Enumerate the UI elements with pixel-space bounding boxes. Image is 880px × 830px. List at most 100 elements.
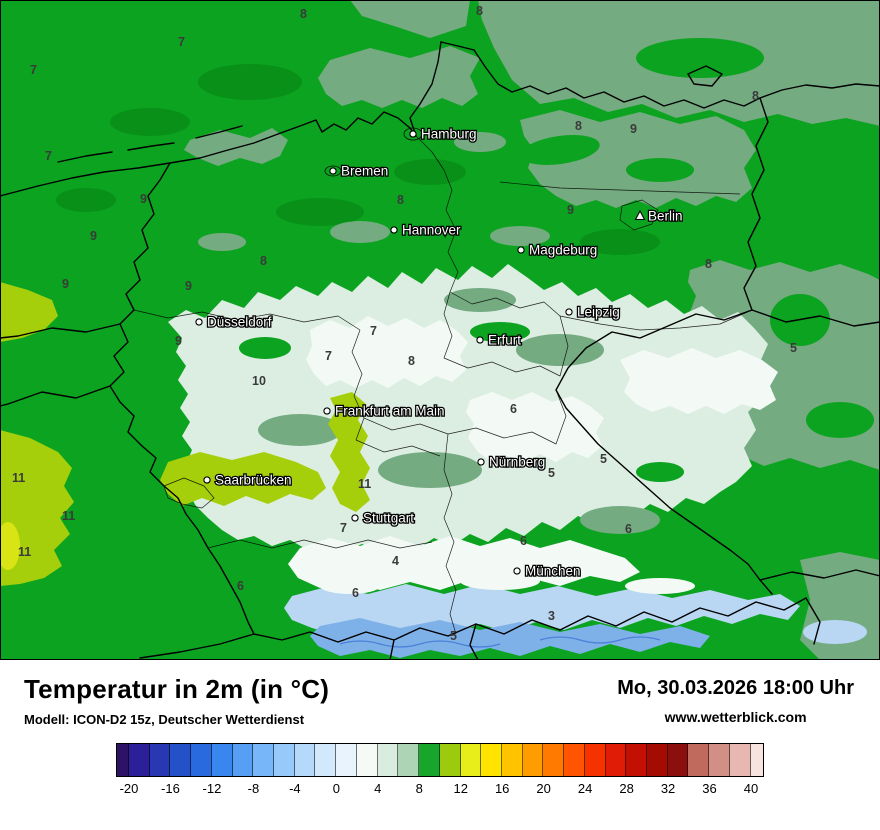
city-label-saarbr-cken: Saarbrücken — [215, 473, 292, 488]
temp-value-label: 8 — [397, 193, 404, 207]
temp-value-label: 11 — [62, 509, 75, 523]
city-label-bremen: Bremen — [341, 164, 388, 179]
temp-value-label: 9 — [175, 334, 182, 348]
colorbar-tick-label: 16 — [494, 781, 510, 796]
colorbar-cell — [356, 744, 378, 776]
temp-value-label: 7 — [178, 35, 185, 49]
colorbar-cell — [377, 744, 399, 776]
colorbar-cell — [117, 744, 129, 776]
czech-border — [555, 309, 773, 595]
colorbar-cell — [709, 744, 730, 776]
baltic-coastline — [473, 49, 880, 109]
colorbar-cell — [460, 744, 482, 776]
colorbar-cell — [584, 744, 606, 776]
western-border — [109, 162, 255, 635]
temp-value-label: 5 — [790, 341, 797, 355]
temperature-colorbar: -20 -16 -12 -8 -4 0 4 8 12 16 20 24 28 32 36 40 — [116, 743, 764, 799]
colorbar-tick-label: 32 — [660, 781, 676, 796]
colorbar-cell — [398, 744, 420, 776]
valid-datetime: Mo, 30.03.2026 18:00 Uhr — [617, 677, 854, 699]
polish-border — [743, 97, 769, 311]
colorbar-cell — [564, 744, 585, 776]
colorbar-cell — [129, 744, 150, 776]
city-marker-hamburg — [409, 130, 417, 138]
colorbar-cell — [315, 744, 337, 776]
temp-value-label: 6 — [510, 402, 517, 416]
weather-map: 7 7 8 8 8 9 8 7 9 9 8 9 8 8 9 9 9 7 7 8 10 6 5 5 5 11 11 11 11 7 6 6 4 6 6… — [0, 0, 880, 660]
website-link[interactable]: www.wetterblick.com — [664, 709, 807, 725]
city-label-d-sseldorf: Düsseldorf — [207, 315, 272, 330]
colorbar-tick-label: 24 — [577, 781, 593, 796]
city-marker-m-nchen — [513, 567, 521, 575]
colorbar-cell — [439, 744, 461, 776]
city-label-stuttgart: Stuttgart — [363, 511, 414, 526]
colorbar-tick-label: 8 — [415, 781, 423, 796]
colorbar-cell — [729, 744, 751, 776]
colorbar-cell — [688, 744, 710, 776]
colorbar-cell — [149, 744, 171, 776]
colorbar-tick-label: -8 — [247, 781, 260, 796]
cities-layer: Hamburg Bremen Hannover Berlin Magdeburg Düss… — [195, 125, 684, 580]
colorbar-cell — [211, 744, 233, 776]
city-marker-saarbr-cken — [203, 476, 211, 484]
denmark-border — [440, 41, 475, 51]
temp-value-label: 8 — [408, 354, 415, 368]
temp-value-label: 5 — [600, 452, 607, 466]
temp-value-label: 11 — [12, 471, 25, 485]
southern-border — [253, 597, 807, 643]
colorbar-cell — [170, 744, 192, 776]
temp-value-label: 6 — [352, 586, 359, 600]
city-marker-leipzig — [565, 308, 573, 316]
temp-value-label: 3 — [548, 609, 555, 623]
colorbar-cell — [419, 744, 440, 776]
colorbar-cell — [336, 744, 357, 776]
weather-map-svg: 7 7 8 8 8 9 8 7 9 9 8 9 8 8 9 9 9 7 7 8 10 6 5 5 5 11 11 11 11 7 6 6 4 6 6… — [0, 0, 880, 660]
colorbar-cell — [543, 744, 565, 776]
colorbar-tick-label: 40 — [743, 781, 759, 796]
city-marker-erfurt — [476, 336, 484, 344]
temp-value-label: 9 — [185, 279, 192, 293]
temp-value-label: 5 — [548, 466, 555, 480]
map-title: Temperatur in 2m (in °C) — [24, 674, 330, 704]
temp-value-label: 8 — [260, 254, 267, 268]
colorbar-cell — [750, 744, 763, 776]
temp-value-label: 7 — [45, 149, 52, 163]
temp-value-label: 8 — [300, 7, 307, 21]
city-label-hannover: Hannover — [402, 223, 461, 238]
temp-value-label: 4 — [392, 554, 399, 568]
temp-value-label: 8 — [705, 257, 712, 271]
colorbar-cell — [191, 744, 212, 776]
city-marker-stuttgart — [351, 514, 359, 522]
colorbar-tick-labels: -20 -16 -12 -8 -4 0 4 8 12 16 20 24 28 32 36 40 — [116, 781, 764, 799]
temperature-field — [0, 0, 880, 660]
temp-value-label: 7 — [325, 349, 332, 363]
temp-value-label: 9 — [62, 277, 69, 291]
colorbar-tick-label: 0 — [332, 781, 340, 796]
city-marker-magdeburg — [517, 246, 525, 254]
colorbar-cell — [522, 744, 544, 776]
colorbar-tick-label: -16 — [161, 781, 180, 796]
temp-value-label: 9 — [630, 122, 637, 136]
temp-value-label: 7 — [30, 63, 37, 77]
colorbar-tick-label: 28 — [619, 781, 634, 796]
colorbar-cell — [667, 744, 689, 776]
temp-value-label: 9 — [140, 192, 147, 206]
colorbar-cell — [605, 744, 627, 776]
temp-value-label: 7 — [370, 324, 377, 338]
colorbar-cell — [294, 744, 316, 776]
temp-value-label: 11 — [358, 477, 371, 491]
temperature-labels-layer: 7 7 8 8 8 9 8 7 9 9 8 9 8 8 9 9 9 7 7 8 10 6 5 5 5 11 11 11 11 7 6 6 4 6 6… — [12, 4, 797, 643]
colorbar-tick-label: 20 — [536, 781, 551, 796]
temp-value-label: 8 — [752, 89, 759, 103]
city-label-leipzig: Leipzig — [577, 305, 620, 320]
city-label-magdeburg: Magdeburg — [529, 243, 597, 258]
temp-value-label: 10 — [252, 374, 266, 388]
frisian-islands — [57, 125, 243, 163]
colorbar-cell — [274, 744, 295, 776]
colorbar-tick-label: 4 — [374, 781, 382, 796]
temp-value-label: 8 — [575, 119, 582, 133]
footer-right: Mo, 30.03.2026 18:00 Uhr www.wetterblick… — [617, 674, 854, 725]
city-label-m-nchen: München — [525, 564, 581, 579]
temp-value-label: 8 — [476, 4, 483, 18]
north-sea-coastline — [0, 41, 442, 197]
